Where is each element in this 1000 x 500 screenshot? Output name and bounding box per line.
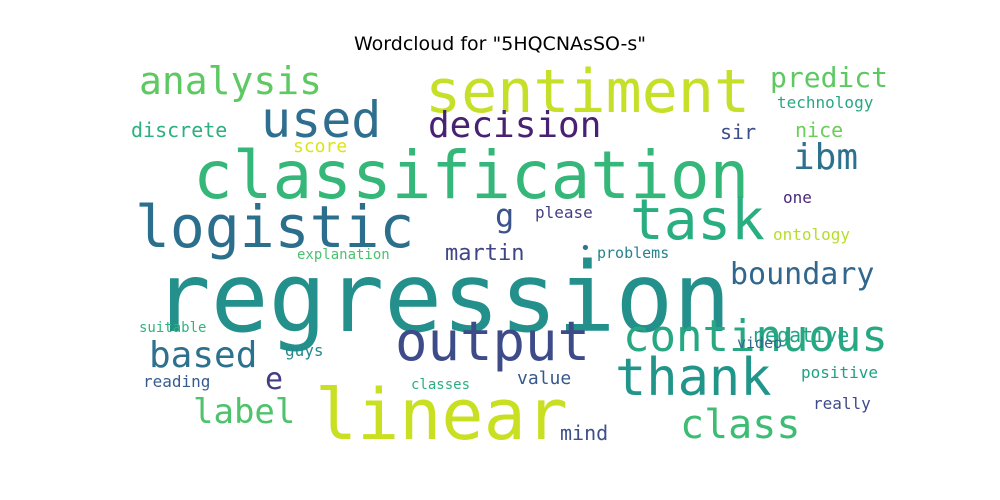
word-19: e — [265, 362, 284, 397]
word-26: technology — [777, 93, 874, 112]
word-29: one — [783, 188, 812, 207]
word-8: used — [261, 91, 382, 149]
word-15: boundary — [730, 257, 875, 292]
chart-title: Wordcloud for "5HQCNAsSO-s" — [354, 33, 646, 55]
word-9: continuous — [623, 311, 888, 362]
word-24: score — [293, 136, 348, 157]
word-22: discrete — [131, 118, 228, 142]
word-40: suitable — [139, 320, 207, 336]
word-36: guys — [285, 341, 324, 360]
word-17: predict — [770, 61, 889, 94]
word-32: positive — [801, 363, 879, 382]
word-11: analysis — [139, 60, 323, 103]
word-39: classes — [411, 377, 471, 393]
word-35: problems — [597, 244, 670, 262]
word-27: mind — [560, 421, 609, 445]
word-38: reading — [143, 372, 211, 391]
word-12: based — [149, 335, 258, 376]
word-21: negative — [753, 323, 850, 347]
word-30: value — [517, 368, 572, 389]
word-16: ibm — [793, 137, 859, 178]
word-41: • — [580, 238, 591, 259]
word-18: g — [495, 197, 515, 235]
word-34: explanation — [297, 247, 390, 263]
word-13: class — [680, 402, 801, 448]
word-1: classification — [193, 137, 750, 214]
word-23: nice — [795, 118, 844, 142]
word-20: martin — [445, 241, 525, 266]
word-7: thank — [615, 348, 772, 408]
word-28: please — [535, 203, 593, 222]
word-0: regression — [153, 242, 731, 354]
word-3: sentiment — [425, 60, 751, 127]
word-14: label — [193, 392, 296, 432]
word-6: output — [395, 310, 591, 373]
word-33: ontology — [773, 225, 851, 244]
word-37: really — [813, 394, 871, 413]
word-2: linear — [315, 374, 568, 450]
wordcloud: regression classification linear sentiment l… — [125, 60, 900, 450]
word-31: video — [737, 334, 783, 352]
word-4: logistic — [135, 193, 415, 261]
word-10: decision — [428, 105, 602, 146]
word-25: sir — [720, 120, 757, 144]
word-5: task — [630, 188, 765, 253]
